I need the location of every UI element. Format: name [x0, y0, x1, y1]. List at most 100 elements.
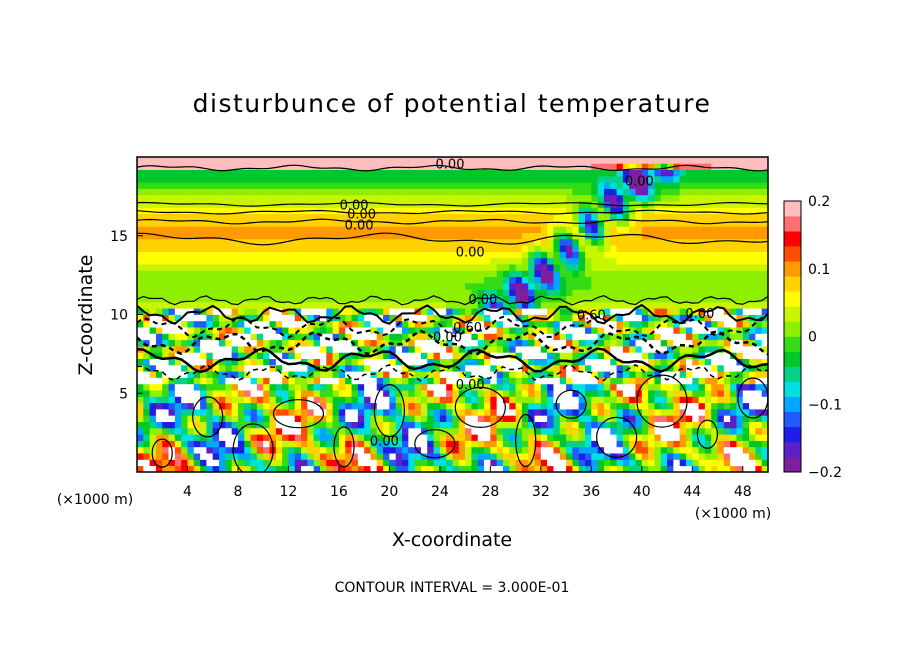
- field-cell: [603, 308, 611, 315]
- field-cell: [553, 352, 561, 359]
- field-cell: [742, 333, 750, 341]
- field-cell: [704, 415, 712, 422]
- field-cell: [528, 283, 535, 290]
- field-cell: [679, 320, 687, 328]
- field-cell: [155, 346, 163, 353]
- field-cell: [427, 421, 434, 429]
- field-cell: [332, 465, 340, 472]
- field-cell: [603, 434, 611, 441]
- field-cell: [717, 409, 725, 416]
- field-cell: [723, 245, 731, 252]
- field-cell: [364, 396, 371, 404]
- field-cell: [484, 446, 491, 454]
- field-cell: [174, 358, 182, 366]
- field-cell: [326, 245, 334, 252]
- field-cell: [345, 289, 352, 296]
- field-cell: [761, 270, 768, 278]
- field-cell: [603, 440, 611, 448]
- field-cell: [288, 289, 296, 296]
- field-cell: [288, 446, 296, 454]
- field-cell: [433, 402, 441, 410]
- field-cell: [269, 333, 277, 341]
- field-cell: [679, 421, 687, 429]
- field-cell: [408, 390, 416, 397]
- field-cell: [332, 390, 340, 397]
- field-cell: [685, 421, 693, 429]
- field-cell: [452, 295, 460, 303]
- field-cell: [402, 396, 409, 404]
- field-cell: [219, 283, 226, 290]
- field-cell: [603, 295, 611, 303]
- field-cell: [168, 371, 176, 378]
- field-cell: [162, 358, 169, 366]
- field-cell: [534, 346, 542, 353]
- field-cell: [521, 245, 529, 252]
- field-cell: [736, 238, 744, 246]
- field-cell: [275, 465, 283, 472]
- field-cell: [263, 295, 270, 303]
- field-cell: [698, 358, 706, 366]
- field-cell: [566, 188, 573, 196]
- field-cell: [345, 434, 352, 441]
- field-cell: [635, 364, 643, 372]
- field-cell: [704, 390, 712, 397]
- field-cell: [736, 157, 744, 164]
- field-cell: [219, 245, 226, 252]
- field-cell: [559, 333, 567, 341]
- field-cell: [534, 264, 542, 271]
- field-cell: [294, 465, 302, 472]
- field-cell: [414, 427, 422, 435]
- field-cell: [629, 364, 636, 372]
- field-cell: [679, 251, 687, 259]
- field-cell: [622, 232, 630, 240]
- field-cell: [383, 453, 390, 460]
- field-cell: [667, 163, 674, 170]
- field-cell: [515, 352, 523, 359]
- field-cell: [402, 295, 409, 303]
- field-cell: [143, 346, 151, 353]
- field-cell: [282, 314, 289, 322]
- field-cell: [572, 459, 580, 467]
- field-cell: [389, 295, 397, 303]
- field-cell: [528, 308, 535, 315]
- field-cell: [351, 346, 359, 353]
- field-cell: [711, 157, 718, 164]
- field-cell: [654, 320, 662, 328]
- field-cell: [225, 427, 233, 435]
- field-cell: [288, 207, 296, 215]
- field-cell: [685, 226, 693, 233]
- field-cell: [427, 364, 434, 372]
- field-cell: [319, 295, 327, 303]
- field-cell: [288, 232, 296, 240]
- field-cell: [294, 232, 302, 240]
- field-cell: [345, 453, 352, 460]
- field-cell: [263, 289, 270, 296]
- field-cell: [761, 377, 768, 385]
- field-cell: [237, 245, 245, 252]
- field-cell: [275, 446, 283, 454]
- field-cell: [137, 276, 144, 284]
- field-cell: [521, 320, 529, 328]
- field-cell: [723, 396, 731, 404]
- field-cell: [496, 465, 504, 472]
- field-cell: [761, 352, 768, 359]
- field-cell: [578, 383, 586, 391]
- field-cell: [572, 352, 580, 359]
- field-cell: [534, 276, 542, 284]
- field-cell: [566, 364, 573, 372]
- field-cell: [427, 175, 434, 183]
- field-cell: [717, 226, 725, 233]
- field-cell: [149, 409, 157, 416]
- field-cell: [187, 245, 195, 252]
- field-cell: [540, 427, 548, 435]
- field-cell: [155, 207, 163, 215]
- field-cell: [200, 446, 207, 454]
- field-cell: [301, 364, 308, 372]
- field-cell: [597, 295, 605, 303]
- field-cell: [357, 276, 365, 284]
- field-cell: [704, 194, 712, 202]
- field-cell: [383, 188, 390, 196]
- field-cell: [225, 415, 233, 422]
- field-cell: [471, 175, 479, 183]
- field-cell: [149, 238, 157, 246]
